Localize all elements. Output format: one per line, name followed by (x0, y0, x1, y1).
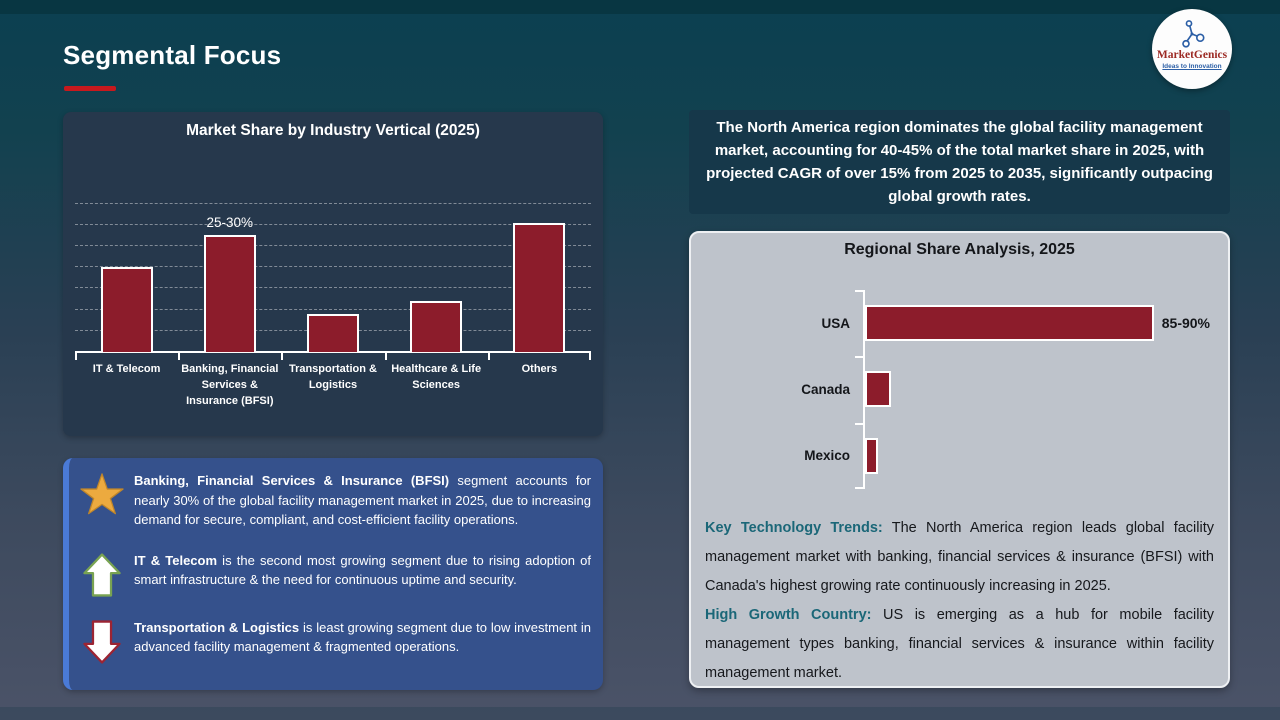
x-axis-tick (75, 353, 77, 360)
insight-lead: Banking, Financial Services & Insurance … (134, 473, 450, 488)
y-axis-tick (855, 422, 864, 425)
title-underline (64, 86, 116, 91)
category-label: USA (821, 315, 850, 331)
y-axis-line (863, 290, 865, 489)
gridline (75, 266, 591, 268)
regional-chart-plot: USA 85-90% Canada Mexico (691, 290, 1228, 489)
insight-text: Transportation & Logistics is least grow… (134, 618, 595, 664)
regional-panel: Regional Share Analysis, 2025 USA 85-90% C… (689, 231, 1230, 688)
bar (513, 222, 566, 352)
insight-body: is least growing segment due to low inve… (134, 619, 591, 655)
insight-item: Banking, Financial Services & Insurance … (79, 471, 595, 530)
note-lead: High Growth Country: (705, 607, 872, 623)
x-axis-tick (178, 353, 181, 360)
bottom-strip (0, 707, 1280, 720)
insight-body: is the second most growing segment due t… (134, 552, 591, 588)
region-callout: The North America region dominates the g… (689, 110, 1230, 214)
x-axis-line (75, 351, 591, 353)
bar (410, 301, 463, 352)
industry-chart-panel: Market Share by Industry Vertical (2025)… (63, 112, 603, 436)
insight-text: IT & Telecom is the second most growing … (134, 551, 595, 597)
x-axis-tick (384, 353, 387, 360)
note-body: The North America region leads global fa… (705, 520, 1215, 594)
regional-notes: Key Technology Trends: The North America… (705, 514, 1214, 688)
gridline (75, 223, 591, 225)
x-axis-tick (281, 353, 284, 360)
top-strip (0, 0, 1280, 14)
industry-chart-plot: 25-30% (75, 140, 591, 360)
note-paragraph: Key Technology Trends: The North America… (705, 514, 1214, 601)
category-label: Canada (801, 381, 850, 397)
y-axis-tick (855, 487, 864, 489)
x-axis-label: Healthcare & Life Sciences (391, 363, 482, 391)
y-axis-tick (855, 290, 864, 292)
x-axis-tick (589, 353, 591, 360)
x-axis-label: Banking, Financial Services & Insurance … (181, 363, 279, 407)
bar (865, 437, 879, 474)
bar (865, 305, 1154, 342)
x-axis-label: Transportation & Logistics (288, 363, 377, 391)
page-title: Segmental Focus (63, 40, 282, 70)
category-label: Mexico (804, 448, 850, 464)
bar (100, 267, 153, 352)
gridline (75, 308, 591, 310)
star-icon (79, 471, 125, 530)
gridline (75, 287, 591, 289)
insight-item: Transportation & Logistics is least grow… (79, 618, 595, 664)
logo-tagline: Ideas to Innovation (1162, 63, 1222, 70)
x-axis-labels: IT & Telecom Banking, Financial Services … (75, 362, 591, 410)
insight-lead: Transportation & Logistics (134, 619, 300, 635)
chart-row: USA 85-90% (691, 290, 1228, 356)
bar (865, 371, 892, 408)
arrow-down-icon (79, 618, 125, 664)
bar-data-label: 85-90% (1161, 315, 1211, 332)
insight-lead: IT & Telecom (134, 552, 218, 568)
chart-row: Canada (691, 356, 1228, 422)
industry-chart-title: Market Share by Industry Vertical (2025) (186, 122, 480, 139)
insight-text: Banking, Financial Services & Insurance … (134, 471, 595, 530)
x-axis-tick (487, 353, 490, 360)
molecule-icon (1182, 20, 1205, 48)
y-axis-tick (855, 356, 864, 359)
gridline (75, 245, 591, 246)
arrow-up-icon (79, 551, 125, 597)
region-callout-text: The North America region dominates the g… (706, 119, 1213, 205)
bar (307, 313, 359, 352)
insight-box: Banking, Financial Services & Insurance … (63, 458, 603, 690)
bar (203, 235, 256, 352)
gridline (75, 202, 591, 204)
note-paragraph: High Growth Country: US is emerging as a… (705, 601, 1214, 688)
logo-brand: MarketGenics (1156, 49, 1228, 61)
x-axis-label: IT & Telecom (92, 363, 161, 375)
note-lead: Key Technology Trends: (705, 520, 883, 536)
bar-data-label: 25-30% (206, 215, 254, 231)
note-body: US is emerging as a hub for mobile facil… (705, 607, 1214, 681)
logo: MarketGenics Ideas to Innovation (1152, 9, 1232, 89)
insight-body: segment accounts for nearly 30% of the g… (134, 473, 591, 527)
chart-row: Mexico (691, 423, 1228, 489)
regional-chart-title: Regional Share Analysis, 2025 (844, 241, 1075, 258)
insight-item: IT & Telecom is the second most growing … (79, 551, 595, 597)
x-axis-label: Others (521, 363, 558, 375)
